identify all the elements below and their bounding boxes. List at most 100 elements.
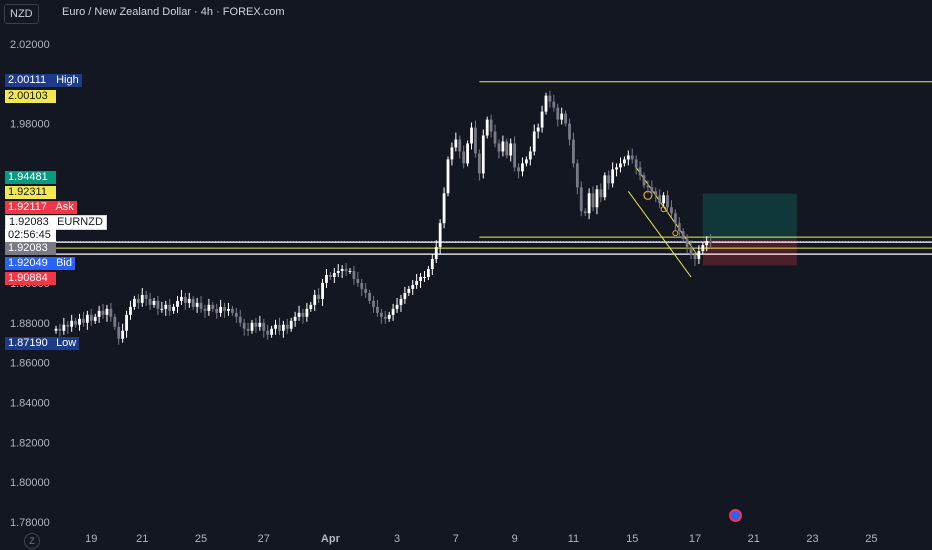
candle-body xyxy=(395,304,399,309)
take-profit-label: 1.94481 xyxy=(5,171,56,184)
candle-body xyxy=(293,316,297,321)
candle-body xyxy=(195,302,199,307)
candle-body xyxy=(603,175,607,198)
candle-body xyxy=(301,312,305,317)
last-value: 1.92083 xyxy=(9,216,49,228)
candle-body xyxy=(321,282,324,299)
candle-body xyxy=(638,167,642,176)
candle-body xyxy=(309,304,313,309)
candle-body xyxy=(642,175,646,186)
price-tick-label: 1.84000 xyxy=(10,398,50,410)
time-tick-label: 9 xyxy=(512,533,518,545)
candle-body xyxy=(517,167,520,172)
candle-body xyxy=(697,251,701,260)
candle-body xyxy=(560,113,564,120)
high-value: 2.00111 xyxy=(8,74,47,86)
candle-body xyxy=(125,314,128,331)
timezone-icon[interactable]: Z xyxy=(24,533,40,549)
time-tick-label: 17 xyxy=(689,533,701,545)
candle-body xyxy=(630,155,634,160)
candle-body xyxy=(446,159,450,194)
candle-body xyxy=(662,195,665,204)
time-tick-label: 3 xyxy=(394,533,400,545)
price-tick-label: 1.86000 xyxy=(10,358,50,370)
candle-body xyxy=(82,318,85,323)
candle-body xyxy=(646,185,650,188)
bid-text: Bid xyxy=(56,257,72,269)
candle-body xyxy=(262,322,266,331)
candle-body xyxy=(117,326,121,339)
candle-body xyxy=(215,308,219,313)
candle-body xyxy=(172,306,175,311)
candle-body xyxy=(85,314,89,323)
candle-body xyxy=(285,324,289,329)
candle-body xyxy=(427,269,430,277)
economic-event-icon[interactable] xyxy=(729,509,742,522)
candle-body xyxy=(348,271,352,273)
candle-body xyxy=(709,241,713,244)
candle-body xyxy=(595,189,599,208)
candle-body xyxy=(528,151,532,160)
candle-body xyxy=(136,298,140,303)
candle-body xyxy=(481,135,485,174)
candle-body xyxy=(497,143,501,152)
candle-body xyxy=(379,312,383,317)
time-tick-label: 25 xyxy=(865,533,877,545)
candles xyxy=(54,90,713,345)
candle-body xyxy=(183,296,187,303)
candle-body xyxy=(109,308,113,317)
candle-body xyxy=(70,320,74,327)
candle-body xyxy=(336,271,340,273)
candle-body xyxy=(266,330,270,335)
candle-body xyxy=(658,195,662,204)
candle-body xyxy=(587,193,591,214)
candle-body xyxy=(626,155,630,160)
candle-body xyxy=(572,139,575,164)
candle-body xyxy=(438,223,442,248)
prev-value: 1.92083 xyxy=(8,242,48,254)
candle-body xyxy=(477,153,481,174)
candle-body xyxy=(281,324,285,331)
candle-body xyxy=(89,314,93,321)
candle-body xyxy=(430,259,434,270)
candle-body xyxy=(387,314,391,319)
candle-body xyxy=(454,139,458,148)
countdown-label: 02:56:45 xyxy=(5,229,56,242)
candle-body xyxy=(152,300,156,305)
candle-body xyxy=(521,163,524,172)
candle-body xyxy=(246,328,250,331)
candle-body xyxy=(93,316,97,321)
candle-body xyxy=(544,95,548,112)
candle-body xyxy=(564,113,567,124)
candle-body xyxy=(591,193,595,208)
candle-body xyxy=(415,280,419,285)
symbol-box[interactable]: NZD xyxy=(4,4,39,24)
candle-body xyxy=(670,207,673,214)
candle-body xyxy=(509,143,513,156)
candle-body xyxy=(411,284,415,289)
candle-body xyxy=(548,95,552,102)
price-tick-label: 1.78000 xyxy=(10,517,50,529)
candle-body xyxy=(258,322,262,327)
chart-overlays xyxy=(56,81,932,278)
time-tick-label: 15 xyxy=(626,533,638,545)
support-price-label: 1.92311 xyxy=(5,186,56,199)
candle-body xyxy=(442,193,446,224)
candle-body xyxy=(693,255,697,260)
candle-body xyxy=(187,298,191,303)
candle-body xyxy=(685,239,689,248)
high-text: High xyxy=(56,74,79,86)
candle-body xyxy=(289,320,293,329)
candle-body xyxy=(325,274,328,283)
bid-value: 1.92049 xyxy=(8,257,48,269)
ask-value: 1.92117 xyxy=(8,201,47,213)
chart-title: Euro / New Zealand Dollar · 4h · FOREX.c… xyxy=(62,6,285,18)
stop-loss-zone xyxy=(702,239,797,266)
candle-body xyxy=(160,308,164,310)
candle-body xyxy=(403,292,407,299)
candle-body xyxy=(344,269,348,272)
time-tick-label: 21 xyxy=(748,533,760,545)
candle-body xyxy=(223,306,226,311)
candle-body xyxy=(615,167,618,170)
